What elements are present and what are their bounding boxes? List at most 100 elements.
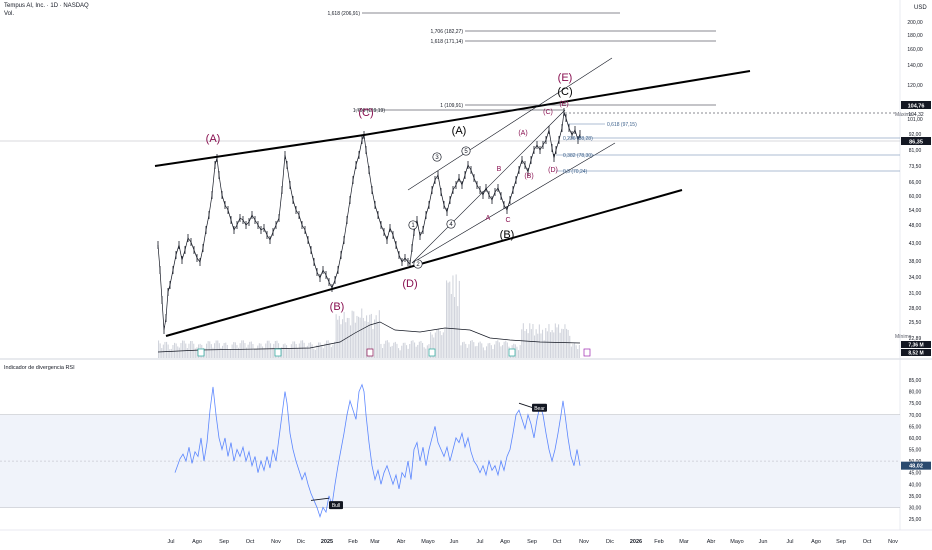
currency-label: USD: [914, 5, 927, 11]
volume-bar: [476, 345, 478, 358]
volume-bar: [375, 315, 377, 358]
volume-bar: [252, 343, 254, 358]
wave-1-label-circle: [408, 220, 418, 230]
volume-bar: [495, 341, 497, 358]
volume-bar: [359, 317, 361, 358]
event-marker: [366, 348, 374, 357]
wave-1-label: 1: [411, 223, 415, 229]
time-tick-label: Dic: [297, 539, 305, 545]
volume-bar: [366, 315, 368, 358]
volume-bar: [330, 347, 332, 358]
price-tick-label: 140,00: [907, 63, 923, 69]
volume-bar: [535, 329, 537, 358]
volume-bar: [386, 340, 388, 358]
volume-bar: [578, 345, 580, 358]
volume-bar: [286, 345, 288, 358]
volume-bar: [575, 345, 577, 358]
wave-B-label: (B): [330, 301, 345, 313]
vol-badge-1: [901, 341, 931, 348]
volume-bar: [566, 328, 568, 358]
volume-bar: [385, 340, 387, 358]
volume-bar: [196, 347, 198, 358]
volume-bar: [182, 340, 184, 358]
volume-bar: [345, 322, 347, 358]
volume-bar: [454, 297, 456, 358]
volume-bar: [418, 341, 420, 358]
volume-bar: [159, 343, 161, 358]
high-price-sub: 104,32: [908, 112, 924, 118]
volume-bar: [559, 332, 561, 358]
rsi-tick-label: 60,00: [909, 436, 922, 442]
volume-bar: [214, 343, 216, 358]
volume-bar: [180, 343, 182, 358]
volume-bar: [516, 346, 518, 358]
fib-label: 1,706 (182,27): [430, 29, 463, 35]
volume-bar: [393, 342, 395, 358]
volume-bar: [521, 329, 523, 358]
price-tick-label: 48,00: [909, 223, 922, 229]
volume-bar: [367, 322, 369, 358]
time-tick-label: Jul: [167, 539, 174, 545]
sub-a-label: A: [486, 215, 491, 222]
wave-C-mid-label: (C): [557, 86, 572, 98]
bull-divergence-line: [310, 497, 330, 501]
volume-bar: [414, 342, 416, 358]
volume-bar: [350, 325, 352, 358]
volume-bar: [415, 346, 417, 358]
time-tick-label: Jun: [759, 539, 768, 545]
volume-bar: [228, 349, 230, 358]
bull-badge: [329, 501, 343, 510]
sub-C-label: (C): [543, 109, 553, 116]
fib-label: 1 (109,91): [440, 103, 463, 109]
volume-bar: [388, 342, 390, 358]
volume-bar: [474, 346, 476, 358]
volume-bar: [190, 341, 192, 358]
volume-bar: [220, 347, 222, 358]
sub-E-label: (E): [559, 101, 568, 108]
volume-bar: [564, 324, 566, 358]
volume-bar: [401, 345, 403, 358]
sub-B-label: B: [497, 166, 502, 173]
price-tick-label: 43,00: [909, 241, 922, 247]
volume-bar: [266, 340, 268, 358]
min-label: Mínimo: [895, 334, 912, 340]
time-tick-label: 2026: [630, 539, 642, 545]
volume-bar: [380, 343, 382, 358]
volume-bar: [236, 345, 238, 358]
volume-bar: [265, 343, 267, 358]
rsi-tick-label: 75,00: [909, 401, 922, 407]
inner-channel-mid: [411, 109, 566, 264]
volume-bar: [222, 345, 224, 358]
time-tick-label: Mayo: [421, 539, 434, 545]
volume-bar: [497, 340, 499, 358]
current-price-label: 86,35: [909, 140, 923, 146]
volume-bar: [548, 324, 550, 358]
rsi-tick-label: 30,00: [909, 505, 922, 511]
volume-bar: [423, 347, 425, 358]
volume-bar: [447, 282, 449, 358]
event-marker: [428, 348, 436, 357]
volume-bar: [502, 345, 504, 358]
wave-3-label: 3: [435, 155, 439, 161]
volume-bar: [287, 347, 289, 358]
event-marker: [508, 348, 516, 357]
volume-bar: [382, 348, 384, 358]
volume-bar: [354, 322, 356, 358]
volume-bar: [321, 345, 323, 358]
volume-bar: [310, 342, 312, 358]
rsi-tick-label: 65,00: [909, 424, 922, 430]
volume-bar: [412, 340, 414, 358]
volume-bar: [489, 342, 491, 358]
volume-bar: [417, 344, 419, 358]
volume-bar: [342, 319, 344, 358]
time-tick-label: Sep: [219, 539, 229, 545]
volume-bar: [398, 348, 400, 358]
time-tick-label: Oct: [553, 539, 562, 545]
volume-bar: [204, 348, 206, 358]
volume-bar: [338, 315, 340, 358]
price-tick-label: 28,00: [909, 306, 922, 312]
time-tick-label: Oct: [863, 539, 872, 545]
volume-bar: [420, 340, 422, 358]
vol-value-2: 8,52 M: [908, 351, 923, 357]
